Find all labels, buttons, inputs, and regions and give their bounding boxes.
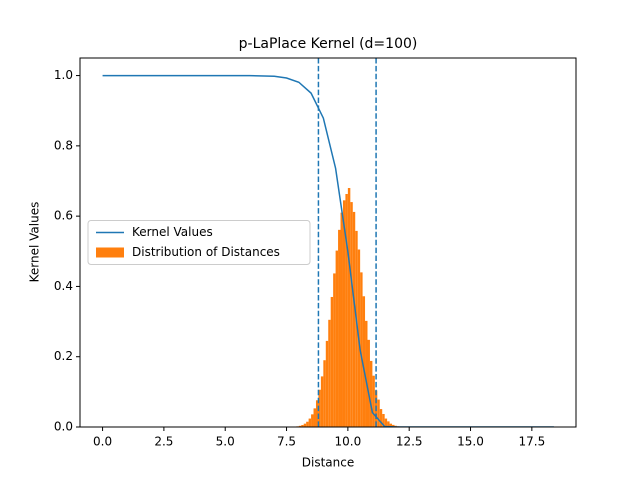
- histogram-bar: [367, 339, 370, 427]
- histogram-bar: [340, 212, 343, 427]
- plot-area: [102, 58, 554, 427]
- y-tick-label: 1.0: [54, 68, 73, 82]
- histogram-bar: [369, 360, 373, 427]
- histogram-bar: [338, 229, 341, 427]
- histogram-bar: [330, 296, 334, 427]
- histogram-bar: [335, 250, 339, 427]
- x-tick-label: 12.5: [396, 435, 423, 449]
- histogram-bar: [318, 389, 321, 427]
- histogram-bar: [379, 409, 383, 427]
- kernel-line: [102, 74, 554, 427]
- x-tick-label: 15.0: [457, 435, 484, 449]
- histogram-bar: [392, 424, 395, 427]
- legend-label: Distribution of Distances: [132, 245, 280, 259]
- histogram-bar: [311, 414, 314, 427]
- legend-label: Kernel Values: [132, 225, 213, 239]
- histogram-bar: [342, 200, 346, 427]
- histogram-bar: [323, 360, 326, 427]
- histogram-bar: [313, 408, 316, 427]
- x-tick-label: 2.5: [154, 435, 173, 449]
- histogram-bar: [387, 421, 390, 427]
- axes-frame: [79, 57, 577, 428]
- histogram-bar: [301, 424, 304, 427]
- histogram-bar: [384, 418, 388, 427]
- histogram-bar: [382, 413, 385, 427]
- histogram-bar: [365, 320, 368, 427]
- legend-box: [87, 220, 311, 265]
- histogram-bar: [315, 400, 319, 427]
- histogram-bar: [320, 376, 324, 427]
- y-tick-label: 0.4: [54, 279, 73, 293]
- histogram-bar: [377, 399, 380, 427]
- histogram-bar: [298, 425, 302, 427]
- histogram-bar: [325, 340, 329, 427]
- histogram-bar: [306, 421, 309, 427]
- histogram-bar: [303, 423, 307, 427]
- histogram-bar: [360, 272, 363, 427]
- histogram-bar: [355, 230, 358, 427]
- histogram-bar: [308, 418, 312, 427]
- y-axis-label: Kernel Values: [28, 202, 42, 283]
- y-tick-label: 0.2: [54, 349, 73, 363]
- histogram-bar: [345, 194, 348, 427]
- histogram-bar: [372, 375, 375, 427]
- x-tick-label: 10.0: [335, 435, 362, 449]
- histogram-bar: [389, 423, 393, 427]
- y-tick-label: 0.0: [54, 420, 73, 434]
- x-tick-label: 17.5: [518, 435, 545, 449]
- x-tick-label: 5.0: [216, 435, 235, 449]
- legend-swatch: [96, 247, 124, 258]
- histogram-bar: [350, 202, 353, 427]
- chart-title: p-LaPlace Kernel (d=100): [239, 36, 418, 52]
- histogram-bar: [352, 211, 356, 427]
- histogram-bar: [347, 188, 351, 427]
- histogram-bar: [333, 273, 336, 427]
- y-tick-label: 0.8: [54, 138, 73, 152]
- y-tick-label: 0.6: [54, 209, 73, 223]
- x-axis-label: Distance: [302, 456, 354, 470]
- histogram-bar: [362, 296, 366, 427]
- x-tick-label: 0.0: [93, 435, 112, 449]
- histogram-bar: [328, 319, 331, 427]
- x-tick-label: 7.5: [277, 435, 296, 449]
